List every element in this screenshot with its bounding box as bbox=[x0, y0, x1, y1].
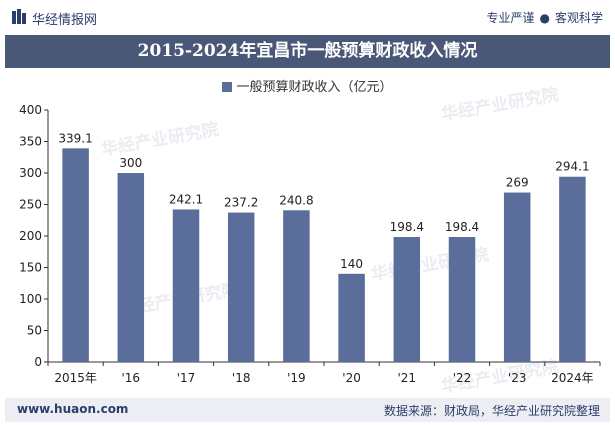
y-tick-label: 300 bbox=[19, 166, 42, 180]
y-tick-label: 50 bbox=[27, 324, 42, 338]
bar bbox=[227, 212, 255, 362]
separator-dot-icon: ● bbox=[539, 11, 550, 25]
bar-value-label: 294.1 bbox=[555, 160, 589, 174]
bar bbox=[62, 148, 89, 362]
footer-url[interactable]: www.huaon.com bbox=[17, 402, 129, 416]
bar-value-label: 198.4 bbox=[390, 220, 424, 234]
bar-value-label: 269 bbox=[506, 176, 529, 190]
tagline: 专业严谨 ● 客观科学 bbox=[486, 9, 603, 26]
x-tick-label: '21 bbox=[398, 371, 417, 385]
tagline-left: 专业严谨 bbox=[486, 11, 535, 25]
y-tick-label: 150 bbox=[19, 261, 42, 275]
x-tick-label: '20 bbox=[342, 371, 361, 385]
title-bar: 2015-2024年宜昌市一般预算财政收入情况 bbox=[5, 35, 610, 68]
x-tick-label: '19 bbox=[287, 371, 306, 385]
bar bbox=[117, 173, 145, 362]
footer-source: 数据来源：财政局，华经产业研究院整理 bbox=[383, 404, 600, 418]
bar-value-label: 339.1 bbox=[58, 131, 92, 145]
brand-name: 华经情报网 bbox=[32, 13, 98, 28]
bar-value-label: 300 bbox=[119, 156, 142, 170]
y-tick-label: 100 bbox=[19, 292, 42, 306]
x-tick-label: '18 bbox=[232, 371, 251, 385]
x-tick-label: '17 bbox=[177, 371, 196, 385]
x-tick-label: '22 bbox=[453, 371, 472, 385]
legend: 一般预算财政收入（亿元） bbox=[0, 76, 615, 95]
bar-value-label: 198.4 bbox=[445, 220, 479, 234]
y-tick-label: 200 bbox=[19, 229, 42, 243]
x-tick-label: '16 bbox=[122, 371, 141, 385]
footer: www.huaon.com 数据来源：财政局，华经产业研究院整理 bbox=[5, 398, 610, 422]
bar bbox=[172, 209, 200, 362]
y-tick-label: 0 bbox=[34, 355, 42, 369]
legend-label: 一般预算财政收入（亿元） bbox=[236, 80, 393, 95]
y-tick-label: 400 bbox=[19, 103, 42, 117]
legend-swatch bbox=[222, 82, 233, 92]
chart-title: 2015-2024年宜昌市一般预算财政收入情况 bbox=[137, 41, 478, 61]
tagline-right: 客观科学 bbox=[554, 11, 603, 25]
bar-chart: 0 50 100 150 200 250 300 350 400 339.1 2015年 300 '16… bbox=[19, 103, 601, 385]
bar bbox=[283, 210, 310, 362]
bar-value-label: 240.8 bbox=[279, 193, 313, 207]
bar bbox=[338, 273, 365, 362]
x-tick-label: 2015年 bbox=[54, 371, 97, 385]
y-tick-label: 350 bbox=[19, 135, 42, 149]
bar bbox=[503, 192, 531, 362]
bar bbox=[559, 176, 586, 362]
bar bbox=[448, 237, 476, 362]
x-tick-label: 2024年 bbox=[551, 371, 594, 385]
bar-value-label: 237.2 bbox=[224, 196, 258, 210]
logo-icon bbox=[12, 9, 26, 24]
bar-value-label: 242.1 bbox=[169, 192, 203, 206]
bar bbox=[393, 237, 421, 362]
x-tick-label: '23 bbox=[508, 371, 527, 385]
bar-value-label: 140 bbox=[340, 257, 363, 271]
top-bar: 华经情报网 专业严谨 ● 客观科学 bbox=[0, 0, 615, 34]
y-tick-label: 250 bbox=[19, 198, 42, 212]
